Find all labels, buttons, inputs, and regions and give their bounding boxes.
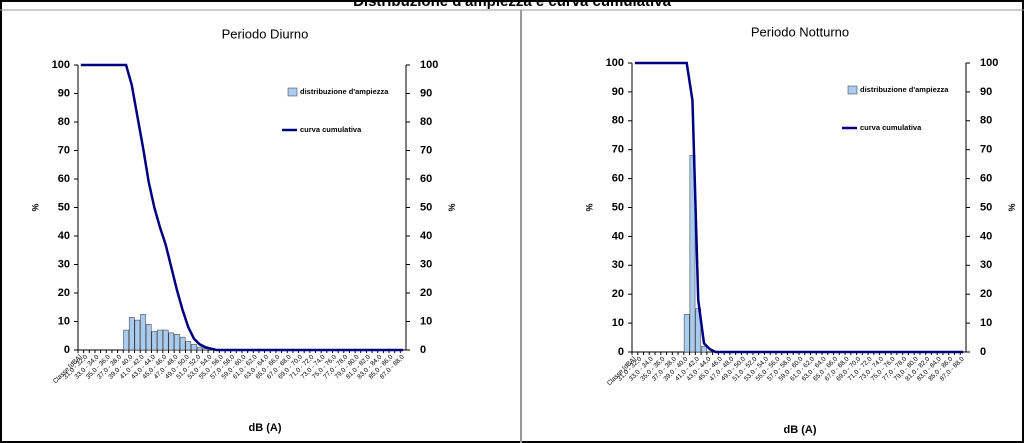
y-tick-label: 60 [612, 173, 624, 185]
y-tick-label: 80 [58, 116, 70, 128]
y2-tick-label: 40 [420, 230, 432, 242]
y-tick-label: 0 [618, 346, 624, 358]
y2-tick-label: 90 [980, 86, 992, 98]
bar [683, 314, 690, 353]
bar [128, 316, 135, 351]
bar [689, 155, 696, 353]
y-tick-label: 100 [606, 57, 624, 69]
bar [151, 331, 158, 351]
bar [134, 319, 141, 351]
legend-label: curva cumulativa [300, 125, 362, 134]
bar [179, 336, 186, 351]
y-tick-label: 40 [612, 230, 624, 242]
bar [191, 344, 197, 351]
y2-tick-label: 60 [980, 173, 992, 185]
y2-tick-label: 30 [420, 258, 432, 270]
y2-tick-label: 50 [420, 201, 432, 213]
y2-tick-label: 60 [420, 173, 432, 185]
y-tick-label: 70 [612, 144, 624, 156]
y-tick-label: 40 [58, 230, 70, 242]
y-tick-label: 0 [64, 344, 70, 356]
legend-swatch [287, 87, 298, 97]
legend-label: distribuzione d'ampiezza [300, 87, 389, 96]
bar [140, 314, 146, 351]
y-tick-label: 50 [612, 201, 624, 213]
bar [162, 329, 169, 351]
y-tick-label: 80 [612, 115, 624, 127]
legend-swatch [847, 85, 858, 95]
chart-title: Periodo Diurno [222, 26, 309, 41]
legend-label: distribuzione d'ampiezza [860, 85, 949, 94]
y2-tick-label: 100 [420, 59, 438, 71]
bar [157, 329, 163, 351]
x-axis-label: dB (A) [784, 424, 817, 436]
chart-title: Periodo Notturno [751, 24, 849, 39]
y-tick-label: 60 [58, 173, 70, 185]
bar [168, 332, 175, 351]
y-tick-label: 50 [58, 201, 70, 213]
y2-tick-label: 80 [420, 116, 432, 128]
y-tick-label: 70 [58, 144, 70, 156]
y2-tick-label: 90 [420, 87, 432, 99]
page-title: Distribuzione d'ampiezza e curva cumulat… [353, 0, 671, 10]
bar [185, 341, 192, 351]
y-tick-label: 90 [612, 86, 624, 98]
y2-tick-label: 30 [980, 259, 992, 271]
y2-axis-label: % [447, 203, 457, 211]
x-axis-label: dB (A) [249, 422, 282, 434]
y-tick-label: 90 [58, 87, 70, 99]
bar [196, 346, 203, 351]
y-tick-label: 20 [58, 287, 70, 299]
y-tick-label: 30 [58, 258, 70, 270]
y2-tick-label: 0 [420, 344, 426, 356]
y2-tick-label: 70 [420, 144, 432, 156]
y-tick-label: 10 [612, 317, 624, 329]
y2-tick-label: 50 [980, 201, 992, 213]
bar [701, 345, 707, 353]
y-tick-label: 30 [612, 259, 624, 271]
y2-tick-label: 0 [980, 346, 986, 358]
y-tick-label: 100 [52, 59, 70, 71]
bar [145, 324, 152, 351]
bar [202, 348, 209, 351]
y2-tick-label: 10 [420, 315, 432, 327]
y-axis-label: % [584, 203, 594, 211]
cumulative-line [80, 63, 404, 352]
legend-label: curva cumulativa [860, 123, 922, 132]
y-axis-label: % [30, 203, 40, 211]
y-tick-label: 20 [612, 288, 624, 300]
y2-tick-label: 20 [980, 288, 992, 300]
y2-tick-label: 100 [980, 57, 998, 69]
y2-axis-label: % [1007, 203, 1017, 211]
y2-tick-label: 70 [980, 144, 992, 156]
y2-tick-label: 10 [980, 317, 992, 329]
y2-tick-label: 20 [420, 287, 432, 299]
y2-tick-label: 40 [980, 230, 992, 242]
y2-tick-label: 80 [980, 115, 992, 127]
y-tick-label: 10 [58, 315, 70, 327]
bar [174, 334, 180, 351]
bar [123, 329, 129, 351]
cumulative-line [634, 61, 964, 354]
